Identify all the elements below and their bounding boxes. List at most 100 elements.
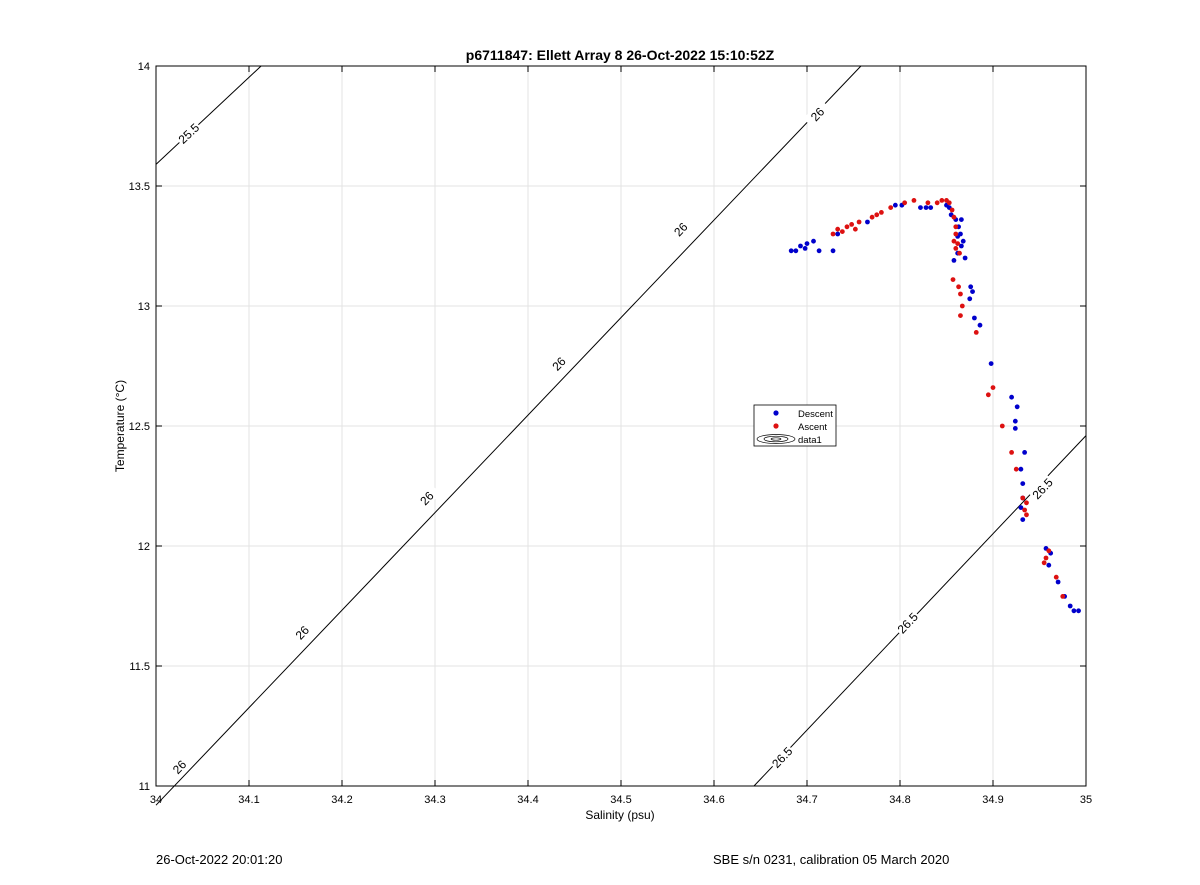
ascent-point	[830, 231, 836, 237]
y-axis-label: Temperature (°C)	[113, 380, 127, 472]
ascent-point	[925, 200, 931, 206]
descent-point	[1018, 466, 1024, 472]
descent-point	[1018, 505, 1024, 510]
descent-point	[967, 296, 973, 302]
ascent-point	[835, 226, 841, 232]
descent-point	[788, 248, 794, 254]
contour-label-mask	[544, 349, 573, 378]
ascent-point	[934, 200, 940, 206]
descent-point	[835, 231, 841, 237]
legend-descent-marker	[773, 410, 779, 416]
ascent-point	[950, 277, 956, 282]
descent-point	[951, 258, 957, 263]
grid	[156, 66, 1086, 786]
data-points	[788, 198, 1081, 614]
descent-point	[970, 289, 975, 294]
descent-point	[968, 284, 974, 290]
x-tick-label: 34.4	[517, 794, 538, 806]
y-tick-label: 12	[138, 541, 150, 553]
ascent-point	[888, 205, 894, 211]
descent-point	[928, 205, 934, 211]
contour-label-mask	[174, 119, 203, 148]
y-tick-label: 11	[139, 781, 150, 793]
ascent-point	[1043, 555, 1049, 561]
descent-point	[798, 243, 803, 249]
contour-line-25-5	[155, 65, 262, 165]
y-tick-label: 14	[138, 61, 150, 73]
descent-point	[1014, 404, 1020, 410]
ascent-point	[956, 284, 961, 290]
ascent-point	[911, 198, 917, 203]
descent-point	[1022, 450, 1028, 455]
contour-label-mask	[893, 608, 922, 638]
legend: Descent Ascent data1	[753, 404, 837, 447]
ascent-point	[1024, 512, 1029, 518]
x-tick-label: 34.2	[331, 794, 352, 806]
legend-ascent-marker	[773, 423, 779, 429]
descent-point	[1012, 426, 1018, 431]
ascent-point	[844, 224, 850, 230]
descent-point	[804, 241, 810, 247]
x-tick-label: 34	[150, 794, 162, 806]
ascent-point	[957, 250, 962, 256]
ascent-point	[1041, 560, 1047, 566]
axis-ticks: 34 34.1 34.2 34.3 34.4 34.5 34.6 34.7 34.8 34.9 35…	[129, 61, 1093, 806]
y-tick-label: 12.5	[129, 421, 150, 433]
ascent-point	[1053, 574, 1059, 580]
descent-point	[918, 205, 923, 211]
ascent-point	[999, 423, 1005, 429]
legend-ascent-label: Ascent	[798, 422, 827, 433]
contour-line-26	[155, 65, 862, 806]
y-tick-label: 13.5	[129, 181, 150, 193]
descent-point	[1071, 608, 1077, 614]
ascent-point	[839, 229, 845, 235]
ascent-point	[955, 241, 961, 247]
ascent-point	[953, 246, 959, 251]
ascent-point	[902, 200, 908, 206]
descent-point	[1020, 517, 1026, 522]
x-tick-label: 34.9	[982, 794, 1003, 806]
y-tick-label: 11.5	[129, 661, 150, 673]
chart-title: p6711847: Ellett Array 8 26-Oct-2022 15:…	[466, 47, 775, 63]
descent-point	[811, 238, 816, 244]
descent-point	[793, 248, 799, 254]
x-tick-label: 34.5	[610, 794, 631, 806]
descent-point	[1020, 481, 1026, 486]
ascent-point	[990, 385, 996, 390]
descent-point	[830, 248, 836, 254]
legend-descent-label: Descent	[798, 409, 833, 420]
ascent-point	[1046, 548, 1052, 554]
descent-point	[958, 217, 964, 223]
descent-point	[1067, 603, 1073, 609]
contour-label-mask	[412, 483, 441, 513]
ascent-point	[849, 222, 855, 227]
ascent-point	[959, 303, 965, 309]
ascent-point	[1009, 450, 1014, 455]
descent-point	[865, 219, 870, 225]
descent-point	[1046, 562, 1052, 568]
ascent-point	[1024, 500, 1029, 506]
ascent-point	[939, 198, 945, 203]
ascent-point	[953, 231, 959, 237]
ascent-point	[874, 212, 880, 218]
descent-point	[972, 315, 977, 321]
descent-point	[802, 246, 808, 251]
ascent-point	[958, 291, 963, 297]
contour-label-mask	[767, 742, 796, 772]
y-tick-label: 13	[138, 301, 150, 313]
descent-point	[960, 238, 966, 244]
ascent-point	[856, 219, 862, 225]
ascent-point	[1013, 466, 1019, 472]
x-tick-label: 34.7	[796, 794, 817, 806]
x-axis-label: Salinity (psu)	[585, 808, 654, 822]
ascent-point	[953, 224, 959, 230]
ascent-point	[973, 330, 979, 335]
descent-point	[1009, 394, 1014, 400]
descent-point	[892, 202, 898, 208]
ascent-point	[879, 210, 884, 215]
ascent-point	[1060, 594, 1066, 599]
x-tick-label: 34.8	[889, 794, 910, 806]
